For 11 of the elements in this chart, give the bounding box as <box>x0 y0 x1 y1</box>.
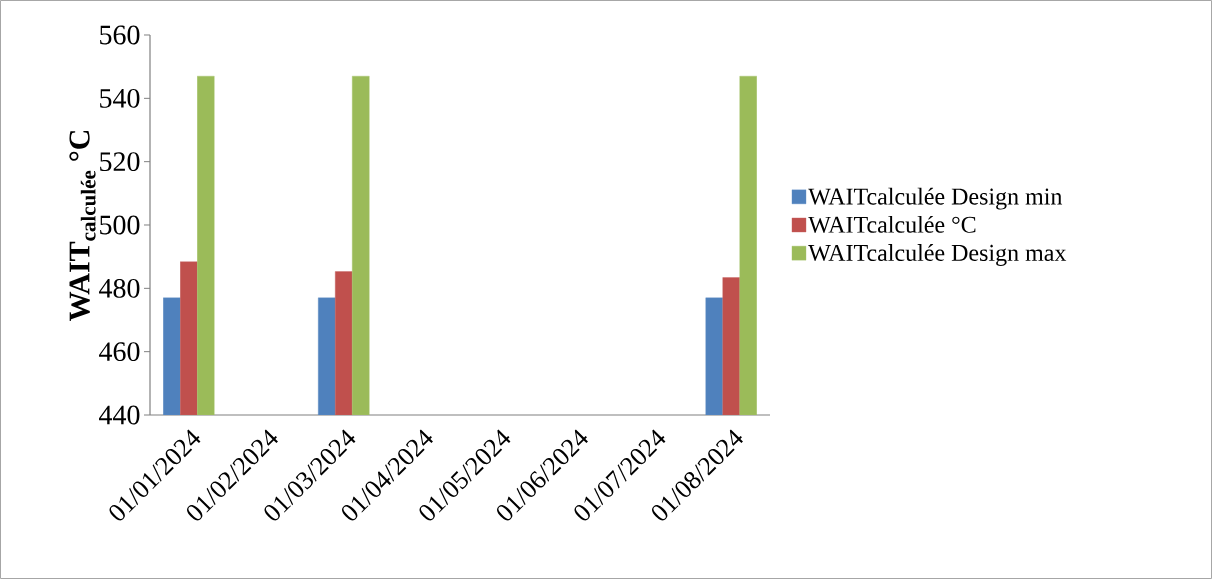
legend-label: WAITcalculée Design max <box>808 244 1067 266</box>
legend-label: WAITcalculée Design min <box>808 187 1063 210</box>
y-tick-label: 540 <box>100 88 140 108</box>
y-axis-title: WAIT$_{calculée}$ °C <box>69 130 96 321</box>
y-tick-label: 440 <box>99 405 140 425</box>
y-tick-label: 560 <box>100 25 140 45</box>
legend-label: WAITcalculée °C <box>808 215 976 233</box>
y-tick-label: 520 <box>100 152 140 172</box>
y-tick-label: 500 <box>100 215 140 235</box>
y-tick-label: 480 <box>99 278 140 298</box>
y-tick-label: 460 <box>99 342 140 362</box>
